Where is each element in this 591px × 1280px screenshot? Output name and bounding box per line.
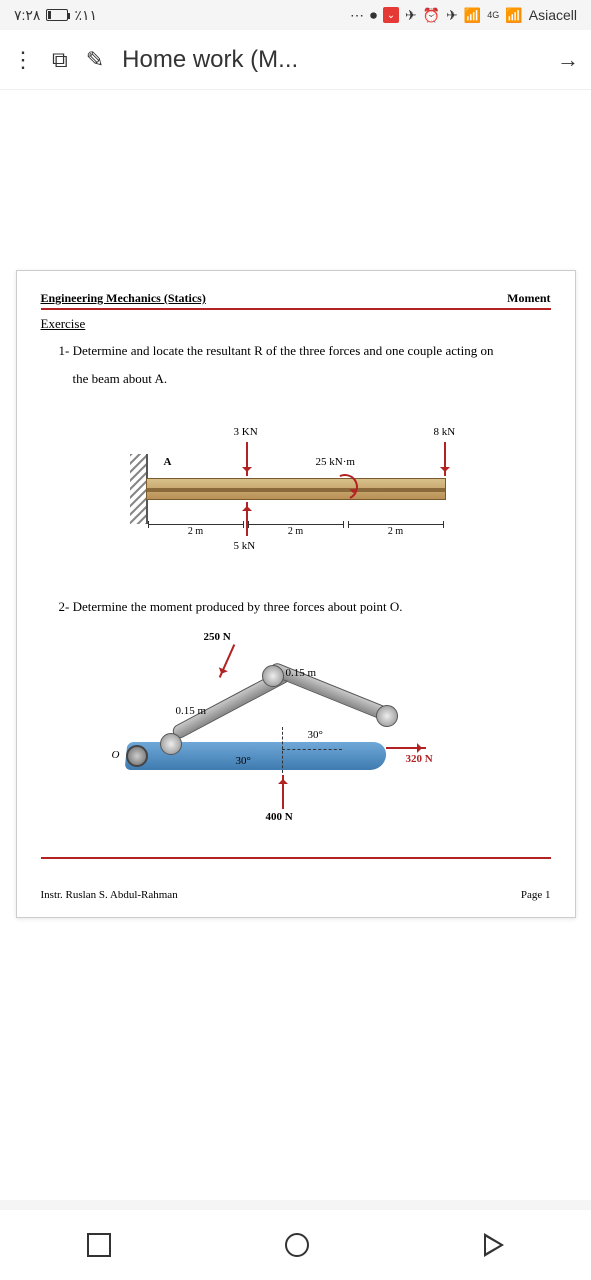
question-2: 2- Determine the moment produced by thre… bbox=[59, 598, 551, 616]
force-400n-arrow bbox=[282, 775, 284, 809]
menu-icon[interactable]: ⋮ bbox=[12, 47, 34, 73]
question-1: 1- Determine and locate the resultant R … bbox=[59, 342, 551, 360]
force-250n-arrow bbox=[218, 644, 234, 678]
document-page: Engineering Mechanics (Statics) Moment E… bbox=[16, 270, 576, 918]
dash-h bbox=[282, 749, 342, 750]
force-400n-label: 400 N bbox=[266, 811, 293, 823]
send-icon-2: ✈ bbox=[446, 7, 458, 24]
open-external-icon[interactable]: ⧉ bbox=[52, 47, 68, 73]
more-icon: ⋯ bbox=[350, 7, 364, 24]
joint-top bbox=[262, 665, 284, 687]
status-right: ⋯ ⏺ ⌄ ✈ ⏰ ✈ 📶 4G 📶 Asiacell bbox=[350, 7, 577, 24]
system-nav-bar bbox=[0, 1210, 591, 1280]
recent-apps-button[interactable] bbox=[87, 1233, 111, 1257]
dash-v bbox=[282, 727, 283, 773]
pivot-o bbox=[126, 745, 148, 767]
signal-icon: 📶 bbox=[505, 7, 522, 24]
battery-percent: ٪١١ bbox=[74, 7, 97, 24]
home-button[interactable] bbox=[285, 1233, 309, 1257]
force-3kn-arrow bbox=[246, 442, 248, 476]
point-o-label: O bbox=[112, 749, 120, 761]
force-5kn-arrow bbox=[246, 502, 248, 536]
question-1b: the beam about A. bbox=[73, 370, 551, 388]
wifi-icon: 📶 bbox=[464, 7, 481, 24]
force-320n-arrow bbox=[386, 747, 426, 749]
carrier-label: Asiacell bbox=[529, 7, 577, 23]
beam bbox=[146, 478, 446, 500]
force-3kn-label: 3 KN bbox=[234, 426, 258, 438]
force-5kn-label: 5 kN bbox=[234, 540, 256, 552]
battery-icon bbox=[46, 9, 68, 21]
force-8kn-arrow bbox=[444, 442, 446, 476]
forward-arrow-icon[interactable]: → bbox=[557, 47, 579, 73]
dim-1: 2 m bbox=[148, 524, 244, 525]
dim-2: 2 m bbox=[248, 524, 344, 525]
exercise-heading: Exercise bbox=[41, 316, 551, 332]
force-250n-label: 250 N bbox=[204, 631, 231, 643]
status-left: ٧:٢٨ ٪١١ bbox=[14, 7, 97, 24]
angle-30-2: 30° bbox=[236, 755, 251, 767]
header-right: Moment bbox=[507, 291, 550, 306]
figure-2: O 250 N 0.15 m 0.15 m 400 N 320 N 30° 30… bbox=[86, 627, 506, 827]
header-left: Engineering Mechanics (Statics) bbox=[41, 291, 206, 306]
figure-1: A 3 KN 8 kN 5 kN 25 kN·m 2 m 2 m 2 m bbox=[86, 398, 506, 568]
joint-right bbox=[376, 705, 398, 727]
edit-icon[interactable]: ✎ bbox=[86, 47, 104, 73]
force-320n-label: 320 N bbox=[406, 753, 433, 765]
dim-015-1: 0.15 m bbox=[176, 705, 207, 717]
angle-30-1: 30° bbox=[308, 729, 323, 741]
dim-015-2: 0.15 m bbox=[286, 667, 317, 679]
app-toolbar: ⋮ ⧉ ✎ Home work (M... → bbox=[0, 30, 591, 90]
network-label: 4G bbox=[487, 10, 499, 20]
document-viewport[interactable]: Engineering Mechanics (Statics) Moment E… bbox=[0, 90, 591, 1200]
phone-status-bar: ٧:٢٨ ٪١١ ⋯ ⏺ ⌄ ✈ ⏰ ✈ 📶 4G 📶 Asiacell bbox=[0, 0, 591, 30]
send-icon: ✈ bbox=[405, 7, 417, 24]
record-icon: ⏺ bbox=[370, 7, 377, 24]
joint-left bbox=[160, 733, 182, 755]
app-badge-icon: ⌄ bbox=[383, 7, 399, 23]
point-a-label: A bbox=[164, 456, 172, 468]
page-footer: Instr. Ruslan S. Abdul-Rahman Page 1 bbox=[41, 889, 551, 901]
force-8kn-label: 8 kN bbox=[434, 426, 456, 438]
header-rule bbox=[41, 308, 551, 310]
alarm-icon: ⏰ bbox=[423, 7, 440, 24]
dim-3: 2 m bbox=[348, 524, 444, 525]
status-time: ٧:٢٨ bbox=[14, 7, 40, 24]
page-number: Page 1 bbox=[521, 889, 551, 901]
couple-label: 25 kN·m bbox=[316, 456, 355, 468]
instructor-name: Instr. Ruslan S. Abdul-Rahman bbox=[41, 889, 178, 901]
back-button[interactable] bbox=[484, 1233, 504, 1257]
footer-rule bbox=[41, 857, 551, 859]
document-title: Home work (M... bbox=[122, 46, 539, 74]
page-header: Engineering Mechanics (Statics) Moment bbox=[41, 291, 551, 306]
